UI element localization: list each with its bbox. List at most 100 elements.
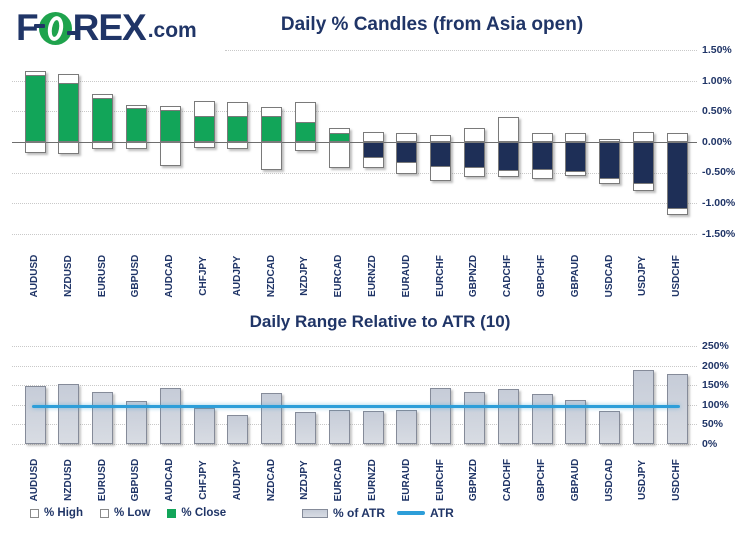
candle-high-bar [565,132,587,142]
zero-axis-line [12,142,697,143]
close-swatch-icon [167,508,177,518]
atr-percent-bar [328,409,350,444]
candle-low-bar [328,142,350,168]
pair-label: AUDUSD [29,254,40,298]
pair-label: NZDUSD [62,459,74,501]
pair-label: NZDCAD [265,254,277,298]
pair-label: EURCAD [333,458,345,502]
atr-plot-area [12,346,697,445]
atr-percent-bar [531,393,553,444]
atr-percent-bar [463,391,485,444]
candles-legend: % High % Low % Close [30,507,226,519]
y-tick-label: 150% [702,379,729,392]
atr-percent-bar [599,410,621,444]
gridline [12,346,697,347]
pair-label: GBPAUD [569,254,581,298]
logo-o-icon [33,11,78,45]
atr-percent-bar [159,388,181,444]
candle-close-bar [125,107,147,142]
candle-low-bar [227,142,249,149]
pair-label: USDJPY [637,256,649,297]
atr-legend: % of ATR ATR [302,506,454,520]
pair-label: USDCHF [671,255,683,297]
pair-label: CHFJPY [198,460,209,500]
candle-low-bar [261,142,283,171]
atr-percent-bar [396,410,418,444]
candle-close-bar [294,122,316,142]
candle-high-bar [666,133,688,142]
y-tick-label: 0% [702,438,718,450]
candle-close-bar [261,115,283,142]
pair-label: AUDJPY [231,255,243,297]
candle-close-bar [632,142,654,184]
gridline [12,424,697,426]
y-tick-label: 0.00% [702,135,732,148]
pair-label: GBPNZD [468,458,480,502]
legend-item-close: % Close [167,507,226,519]
candle-high-bar [497,116,519,142]
candle-close-bar [599,142,621,179]
legend-item-atr-line: ATR [397,506,454,520]
atr-percent-bar [666,374,688,444]
candle-close-bar [193,115,215,142]
atr-percent-bar [92,391,114,444]
pair-label: CHFJPY [198,256,209,296]
pair-label: EURUSD [96,254,108,298]
logo-text-dotcom: .com [147,19,197,42]
pair-label: GBPUSD [130,254,142,298]
y-tick-label: 1.50% [702,44,732,56]
pair-label: USDCAD [603,254,615,298]
legend-item-pct-of-atr: % of ATR [302,506,385,520]
legend-high-label: % High [44,507,83,519]
pair-label: NZDCAD [265,458,277,502]
candle-close-bar [396,142,418,164]
pair-label: GBPNZD [468,254,480,298]
gridline [12,172,697,174]
legend-low-label: % Low [113,507,151,519]
gridline [12,111,697,113]
legend-pct-atr-label: % of ATR [333,506,385,520]
pair-label: EURCAD [333,254,345,298]
pair-label: EURNZD [367,255,378,297]
candle-close-bar [565,142,587,172]
atr-percent-bar [565,400,587,444]
y-tick-label: 1.00% [702,74,732,87]
pair-label: NZDJPY [299,460,311,500]
forex-logo: F REX .com [16,9,197,46]
gridline [12,444,697,445]
candle-low-bar [294,142,316,151]
pair-label: AUDCAD [164,458,176,502]
candles-plot-area [12,50,697,235]
pair-label: EURCHF [434,255,446,297]
y-tick-label: 0.50% [702,105,732,118]
y-tick-label: -1.00% [702,197,736,209]
candle-close-bar [92,97,114,142]
atr-percent-bar [430,387,452,444]
candle-close-bar [159,110,181,142]
candle-high-bar [362,132,384,142]
pair-label: EURAUD [400,458,412,502]
candle-high-bar [531,133,553,142]
y-tick-label: 50% [702,418,724,431]
candle-high-bar [599,138,621,142]
atr-percent-bar [227,415,249,444]
candle-close-bar [227,115,249,142]
gridline [12,80,697,82]
candle-close-bar [430,142,452,168]
pair-label: GBPCHF [536,458,547,502]
atr-average-line [32,404,680,409]
gridline [12,233,697,235]
candle-low-bar [125,142,147,149]
pair-label: CADCHF [502,254,514,298]
atr-chart-title: Daily Range Relative to ATR (10) [249,312,511,331]
candle-close-bar [24,74,46,142]
low-swatch-icon [99,508,109,518]
pair-label: USDCAD [603,458,615,502]
pair-label: AUDUSD [29,458,40,502]
atr-percent-bar [125,400,147,444]
candle-high-bar [430,134,452,142]
candles-chart-title: Daily % Candles (from Asia open) [280,14,584,35]
gridline [12,203,697,205]
atr-percent-bar [58,384,80,444]
